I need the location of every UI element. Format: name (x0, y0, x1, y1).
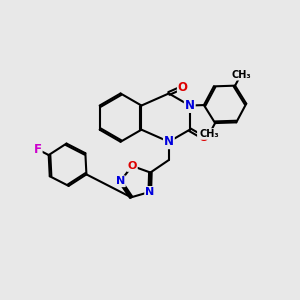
Text: N: N (116, 176, 125, 186)
Text: O: O (128, 161, 137, 171)
Text: O: O (178, 81, 188, 94)
Text: N: N (164, 135, 174, 148)
Text: N: N (145, 187, 154, 197)
Text: F: F (34, 143, 42, 156)
Text: N: N (185, 99, 195, 112)
Text: CH₃: CH₃ (231, 70, 251, 80)
Text: CH₃: CH₃ (200, 129, 219, 139)
Text: O: O (198, 131, 208, 144)
